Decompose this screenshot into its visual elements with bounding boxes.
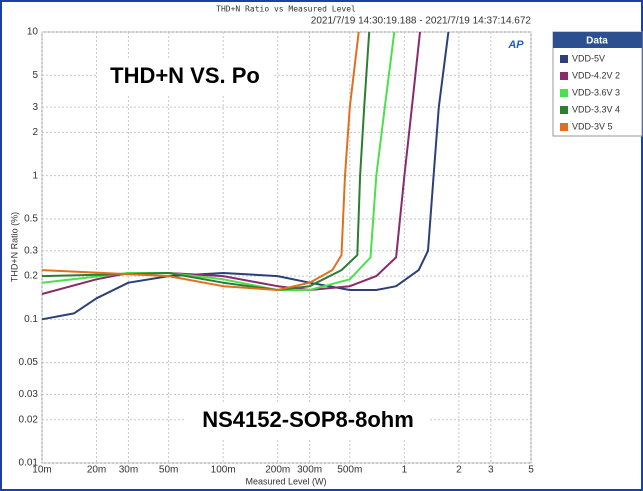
legend-label: VDD-5V	[572, 53, 605, 63]
annotation-box	[98, 58, 272, 94]
legend-title: Data	[586, 36, 608, 47]
y-tick-label: 0.1	[24, 314, 38, 325]
annotation: THD+N VS. Po	[110, 63, 260, 88]
x-tick-label: 200m	[265, 465, 290, 476]
annotation: NS4152-SOP8-8ohm	[202, 407, 414, 432]
x-tick-label: 1	[402, 465, 408, 476]
annotation-box	[186, 402, 430, 438]
y-tick-label: 1	[32, 170, 38, 181]
legend-swatch	[560, 123, 568, 131]
series-line	[41, 31, 371, 291]
legend-label: VDD-4.2V 2	[572, 70, 620, 80]
y-tick-label: 10	[27, 27, 39, 38]
x-tick-label: 5	[528, 465, 534, 476]
y-tick-label: 0.3	[24, 245, 38, 256]
lines	[41, 31, 450, 321]
x-tick-label: 2	[456, 465, 462, 476]
legend-header	[553, 32, 642, 48]
y-tick-label: 0.02	[19, 414, 39, 425]
legend-label: VDD-3.6V 3	[572, 87, 620, 97]
y-tick-label: 0.03	[19, 389, 39, 400]
series-line	[41, 31, 360, 291]
x-tick-label: 500m	[337, 465, 362, 476]
plot-area	[41, 31, 532, 464]
series-line	[41, 31, 450, 321]
legend-label: VDD-3.3V 4	[572, 104, 620, 114]
x-tick-label: 20m	[87, 465, 106, 476]
x-tick-label: 10m	[32, 465, 51, 476]
legend-swatch	[560, 106, 568, 114]
y-axis-label: THD+N Ratio (%)	[9, 212, 19, 282]
x-tick-label: 3	[488, 465, 494, 476]
chart-subtitle: 2021/7/19 14:30:19.188 - 2021/7/19 14:37…	[311, 16, 532, 27]
chart-title: THD+N Ratio vs Measured Level	[216, 5, 356, 14]
y-tick-label: 0.2	[24, 271, 38, 282]
y-tick-label: 2	[32, 127, 38, 138]
y-tick-label: 0.01	[19, 458, 39, 469]
legend-swatch	[560, 72, 568, 80]
legend-swatch	[560, 89, 568, 97]
legend-swatch	[560, 55, 568, 63]
y-tick-label: 5	[32, 70, 38, 81]
y-tick-label: 0.5	[24, 214, 38, 225]
x-tick-label: 100m	[211, 465, 236, 476]
logo: AP	[507, 39, 524, 51]
legend	[552, 31, 643, 137]
x-axis-label: Measured Level (W)	[245, 476, 326, 486]
x-tick-label: 30m	[119, 465, 138, 476]
y-tick-label: 0.05	[19, 357, 39, 368]
y-tick-label: 3	[32, 102, 38, 113]
x-tick-label: 50m	[159, 465, 178, 476]
x-tick-label: 300m	[297, 465, 322, 476]
legend-label: VDD-3V 5	[572, 121, 613, 131]
